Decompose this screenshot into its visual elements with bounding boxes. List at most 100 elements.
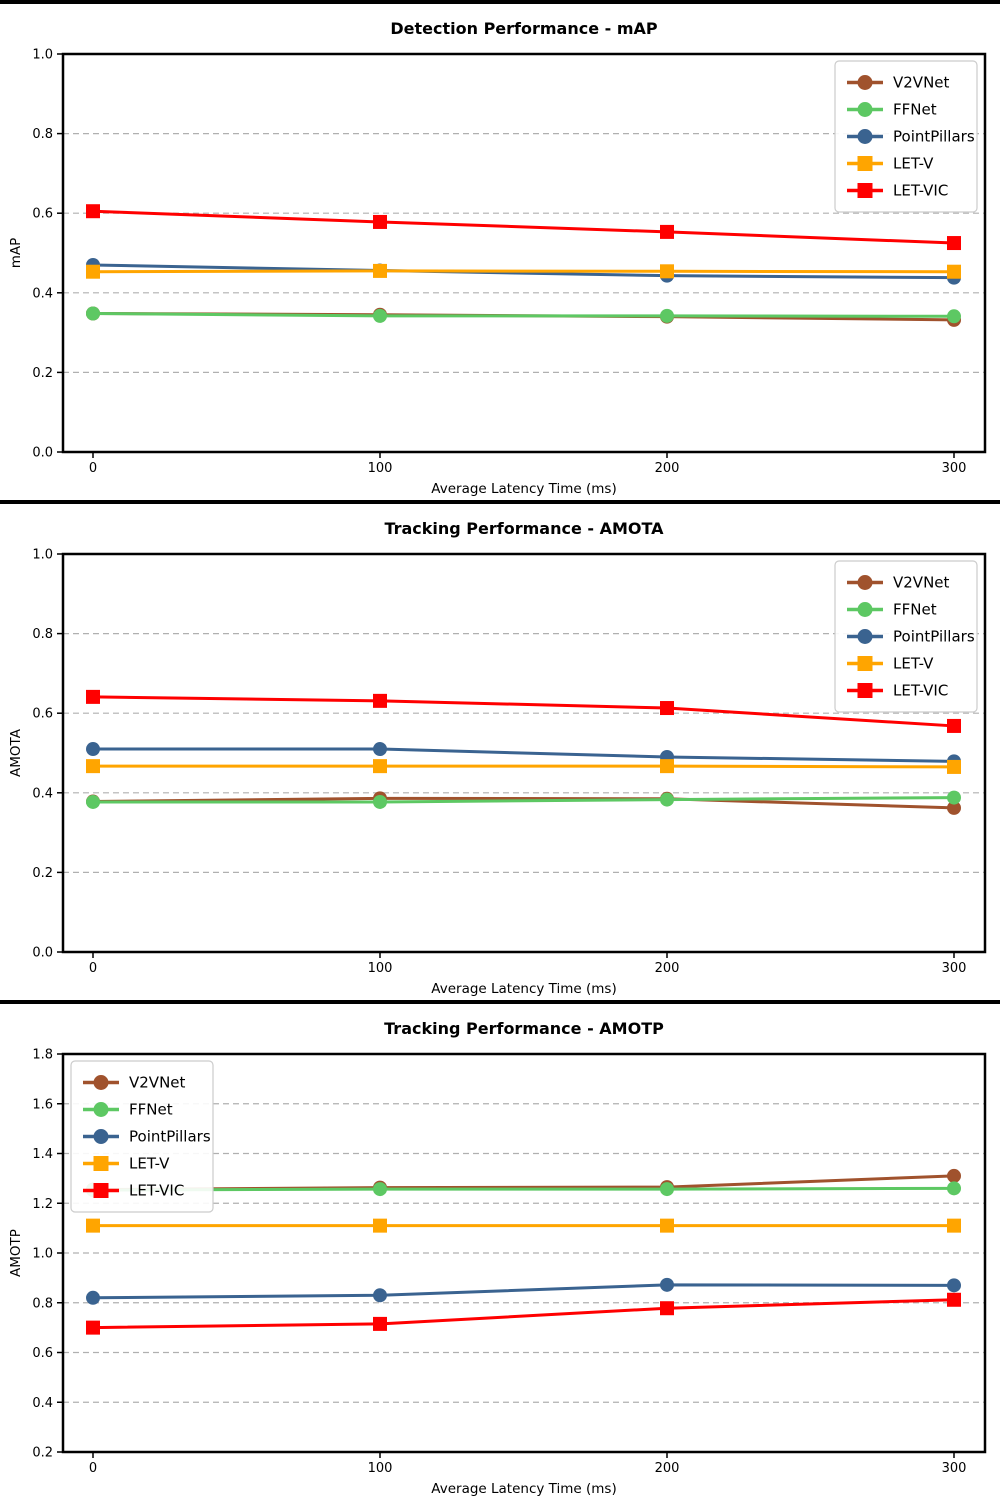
square-marker — [373, 1316, 387, 1331]
legend: V2VNet FFNet PointPillars LET-V LET-VIC — [70, 1060, 214, 1213]
square-marker — [660, 224, 674, 239]
circle-marker — [857, 602, 873, 617]
x-tick-label: 300 — [942, 1461, 967, 1476]
x-tick-label: 0 — [89, 461, 97, 476]
circle-marker — [857, 629, 873, 644]
y-tick-label: 1.0 — [32, 48, 53, 63]
series-let-v — [86, 759, 961, 774]
series-pointpillars — [86, 1277, 961, 1305]
square-marker — [86, 759, 100, 774]
square-marker — [93, 1156, 109, 1171]
y-tick-label: 0.8 — [32, 627, 53, 642]
y-tick-label: 0.0 — [32, 946, 53, 961]
series-line — [93, 747, 955, 763]
circle-marker — [947, 1181, 961, 1196]
circle-marker — [86, 742, 100, 757]
series-ffnet — [86, 790, 961, 809]
series-let-vic — [86, 1292, 961, 1335]
y-tick-label: 1.8 — [32, 1048, 53, 1063]
y-tick-label: 0.8 — [32, 127, 53, 142]
circle-marker — [86, 1290, 100, 1305]
square-marker — [373, 263, 387, 278]
circle-marker — [947, 790, 961, 805]
plot-frame — [61, 52, 987, 454]
x-axis-label: Average Latency Time (ms) — [431, 981, 616, 997]
circle-marker — [86, 794, 100, 809]
square-marker — [947, 236, 961, 251]
legend-label: V2VNet — [129, 1074, 186, 1092]
legend-label: FFNet — [893, 101, 937, 119]
series-ffnet — [86, 1181, 961, 1198]
square-marker — [660, 1218, 674, 1233]
y-tick-label: 0.2 — [32, 866, 53, 881]
circle-marker — [660, 308, 674, 323]
legend-label: LET-V — [893, 155, 934, 173]
square-marker — [947, 1218, 961, 1233]
x-tick-label: 200 — [655, 461, 680, 476]
y-tick-label: 1.2 — [32, 1197, 53, 1212]
circle-marker — [373, 308, 387, 323]
detection-map-chart: 0.0 0.2 0.4 0.6 0.8 1.0 0 100 200 300 Detection Pe… — [8, 19, 987, 497]
x-tick-label: 100 — [368, 961, 393, 976]
circle-marker — [373, 742, 387, 757]
circle-marker — [93, 1129, 109, 1144]
legend-label: LET-V — [129, 1155, 170, 1173]
circle-marker — [660, 1182, 674, 1197]
circle-marker — [93, 1075, 109, 1090]
series-line — [92, 263, 955, 280]
square-marker — [947, 759, 961, 774]
legend-label: LET-VIC — [893, 682, 948, 700]
x-tick-label: 200 — [655, 961, 680, 976]
circle-marker — [857, 129, 873, 144]
chart-title: Detection Performance - mAP — [390, 19, 658, 38]
legend-box — [70, 1060, 214, 1213]
tracking-amota-chart: 0.0 0.2 0.4 0.6 0.8 1.0 0 100 200 300 Tracking Per… — [8, 519, 987, 997]
series-line — [92, 209, 955, 245]
circle-marker — [373, 794, 387, 809]
circle-marker — [660, 1277, 674, 1292]
legend: V2VNet FFNet PointPillars LET-V LET-VIC — [834, 60, 978, 213]
circle-marker — [660, 792, 674, 807]
x-tick-label: 0 — [89, 1461, 97, 1476]
series-let-vic — [86, 689, 961, 733]
square-marker — [660, 759, 674, 774]
y-tick-label: 0.6 — [32, 1346, 53, 1361]
legend-label: V2VNet — [893, 574, 950, 592]
square-marker — [86, 264, 100, 279]
y-tick-label: 1.6 — [32, 1097, 53, 1112]
series-line — [92, 1186, 955, 1192]
legend-label: PointPillars — [893, 628, 975, 646]
series-line — [92, 1298, 955, 1330]
y-axis-label: AMOTA — [8, 728, 24, 777]
x-tick-label: 300 — [942, 461, 967, 476]
series-v2vnet — [86, 1168, 961, 1197]
y-tick-label: 0.6 — [32, 707, 53, 722]
series-line — [92, 269, 955, 274]
series-line — [92, 796, 955, 810]
square-marker — [86, 689, 100, 704]
circle-marker — [857, 102, 873, 117]
legend-box — [834, 60, 978, 213]
square-marker — [857, 183, 873, 198]
x-tick-label: 100 — [368, 1461, 393, 1476]
square-marker — [857, 656, 873, 671]
square-marker — [660, 701, 674, 716]
circle-marker — [947, 309, 961, 324]
y-tick-label: 1.0 — [32, 1247, 53, 1262]
circle-marker — [947, 1278, 961, 1293]
square-marker — [86, 204, 100, 219]
legend: V2VNet FFNet PointPillars LET-V LET-VIC — [834, 560, 978, 713]
x-tick-label: 300 — [942, 961, 967, 976]
y-axis-label: mAP — [8, 238, 24, 269]
circle-marker — [93, 1102, 109, 1117]
square-marker — [660, 264, 674, 279]
series-let-vic — [86, 204, 961, 251]
circle-marker — [86, 306, 100, 321]
circle-marker — [373, 1182, 387, 1197]
y-axis-label: AMOTP — [8, 1229, 24, 1277]
square-marker — [86, 1218, 100, 1233]
circle-marker — [947, 800, 961, 815]
series-line — [92, 311, 955, 318]
legend-label: LET-VIC — [893, 182, 948, 200]
